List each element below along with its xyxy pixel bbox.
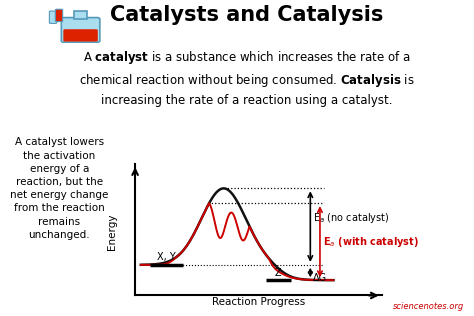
- FancyBboxPatch shape: [55, 9, 63, 21]
- Text: Energy: Energy: [107, 214, 117, 250]
- FancyBboxPatch shape: [49, 11, 57, 23]
- Text: Z: Z: [274, 268, 281, 278]
- Text: ΔG: ΔG: [313, 273, 327, 283]
- Text: E$_a$ (no catalyst): E$_a$ (no catalyst): [313, 211, 390, 225]
- Text: A catalyst lowers
the activation
energy of a
reaction, but the
net energy change: A catalyst lowers the activation energy …: [10, 137, 109, 240]
- Bar: [74, 11, 87, 19]
- Text: E$_a$ (with catalyst): E$_a$ (with catalyst): [323, 235, 419, 249]
- FancyBboxPatch shape: [64, 29, 98, 42]
- Text: X, Y: X, Y: [157, 252, 176, 262]
- Text: A $\bf{catalyst}$ is a substance which increases the rate of a
chemical reaction: A $\bf{catalyst}$ is a substance which i…: [79, 49, 414, 107]
- Text: sciencenotes.org: sciencenotes.org: [393, 302, 465, 311]
- FancyBboxPatch shape: [61, 18, 100, 42]
- Text: Catalysts and Catalysis: Catalysts and Catalysis: [110, 5, 383, 25]
- X-axis label: Reaction Progress: Reaction Progress: [212, 297, 305, 307]
